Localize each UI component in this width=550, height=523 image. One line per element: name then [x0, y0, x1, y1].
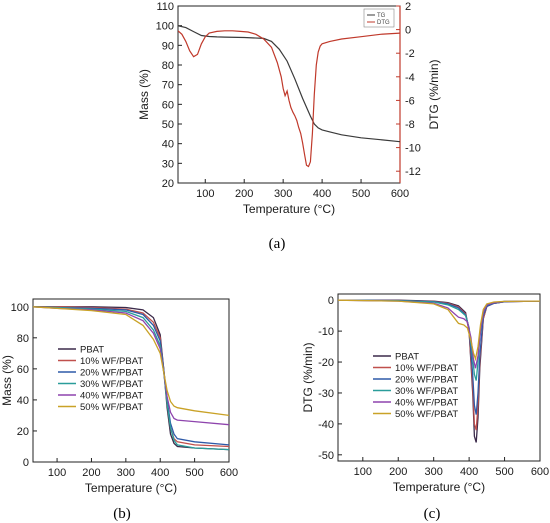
y-tick-label: 40 [162, 139, 174, 151]
y-axis-label: Mass (%) [137, 69, 151, 120]
panel-letter-c: (c) [424, 506, 441, 522]
y-right-tick-label: 2 [405, 1, 411, 13]
x-tick-label: 200 [235, 188, 253, 200]
y-right-tick-label: -4 [405, 72, 415, 84]
x-tick-label: 100 [48, 467, 66, 479]
y-right-tick-label: 0 [405, 25, 411, 37]
legend-label: DTG [377, 20, 390, 26]
chart-panel-b: 100 200 300 400 500 600 0 20 40 60 80 100 Temperatur… [0, 298, 238, 495]
y-tick-label: 50 [162, 119, 174, 131]
y-tick-label: 0 [328, 295, 334, 307]
x-tick-label: 500 [185, 467, 203, 479]
x-tick-label: 300 [274, 188, 292, 200]
x-tick-label: 300 [117, 467, 135, 479]
x-tick-label: 600 [220, 467, 238, 479]
series-line-1 [178, 30, 400, 168]
x-tick-label: 500 [495, 466, 513, 478]
y-tick-label: 0 [23, 457, 29, 469]
x-tick-label: 400 [460, 466, 478, 478]
plot-frame [32, 298, 230, 463]
y-right-tick-label: -10 [405, 143, 421, 155]
series-line-2 [338, 299, 540, 415]
x-tick-label: 200 [389, 466, 407, 478]
legend-label: 40% WF/PBAT [395, 398, 458, 409]
y-tick-label: 90 [162, 40, 174, 52]
panel-letter-b: (b) [113, 506, 131, 522]
y-tick-label: -50 [318, 450, 334, 462]
y-tick-label: 80 [17, 333, 29, 345]
x-axis-label: Temperature (°C) [85, 481, 177, 495]
y-tick-label: 20 [162, 178, 174, 190]
x-tick-label: 100 [354, 466, 372, 478]
series-line-0 [178, 25, 400, 143]
y-right-axis-label: DTG (%/min) [427, 60, 441, 130]
legend-label: PBAT [80, 345, 104, 356]
y-tick-label: -30 [318, 388, 334, 400]
chart-panel-c: 100 200 300 400 500 600 0 -10 -20 -30 -40 -50 Temper… [301, 293, 549, 494]
y-tick-label: -20 [318, 357, 334, 369]
x-tick-label: 300 [425, 466, 443, 478]
x-tick-label: 200 [82, 467, 100, 479]
legend-label: 30% WF/PBAT [395, 386, 458, 397]
x-tick-label: 400 [151, 467, 169, 479]
legend-label: 10% WF/PBAT [395, 363, 458, 374]
y-right-tick-label: -12 [405, 166, 421, 178]
series-line-5 [338, 299, 540, 362]
legend-label: 20% WF/PBAT [395, 375, 458, 386]
plot-frame [337, 293, 541, 462]
series-line-5 [33, 306, 229, 417]
y-tick-label: 60 [17, 364, 29, 376]
y-right-tick-label: -6 [405, 95, 415, 107]
legend-label: 20% WF/PBAT [80, 368, 143, 379]
legend-label: 40% WF/PBAT [80, 391, 143, 402]
y-tick-label: 30 [162, 158, 174, 170]
y-axis-label: DTG (%/min) [301, 343, 315, 413]
legend-label: 10% WF/PBAT [80, 356, 143, 367]
chart-panel-a: 100 200 300 400 500 6002030405060708090100110… [137, 1, 441, 216]
y-tick-label: 100 [156, 21, 174, 33]
y-tick-label: 80 [162, 60, 174, 72]
legend-label: TG [377, 13, 386, 19]
y-tick-label: 40 [17, 395, 29, 407]
legend-label: 50% WF/PBAT [395, 409, 458, 420]
x-tick-label: 500 [352, 188, 370, 200]
legend-label: PBAT [395, 352, 419, 363]
x-tick-label: 400 [313, 188, 331, 200]
x-tick-label: 600 [531, 466, 549, 478]
y-tick-label: -10 [318, 326, 334, 338]
y-axis-label: Mass (%) [0, 355, 14, 406]
x-axis-label: Temperature (°C) [393, 480, 485, 494]
x-tick-label: 100 [196, 188, 214, 200]
x-tick-label: 600 [391, 188, 409, 200]
y-right-tick-label: -2 [405, 48, 415, 60]
y-tick-label: 20 [17, 426, 29, 438]
y-tick-label: -40 [318, 419, 334, 431]
y-tick-label: 100 [11, 302, 29, 314]
y-right-tick-label: -8 [405, 119, 415, 131]
panel-letter-a: (a) [269, 236, 286, 252]
y-tick-label: 70 [162, 80, 174, 92]
legend-label: 50% WF/PBAT [80, 402, 143, 413]
x-axis-label: Temperature (°C) [243, 202, 335, 216]
y-tick-label: 110 [156, 1, 174, 13]
legend-label: 30% WF/PBAT [80, 379, 143, 390]
series-line-4 [338, 299, 540, 369]
y-tick-label: 60 [162, 99, 174, 111]
